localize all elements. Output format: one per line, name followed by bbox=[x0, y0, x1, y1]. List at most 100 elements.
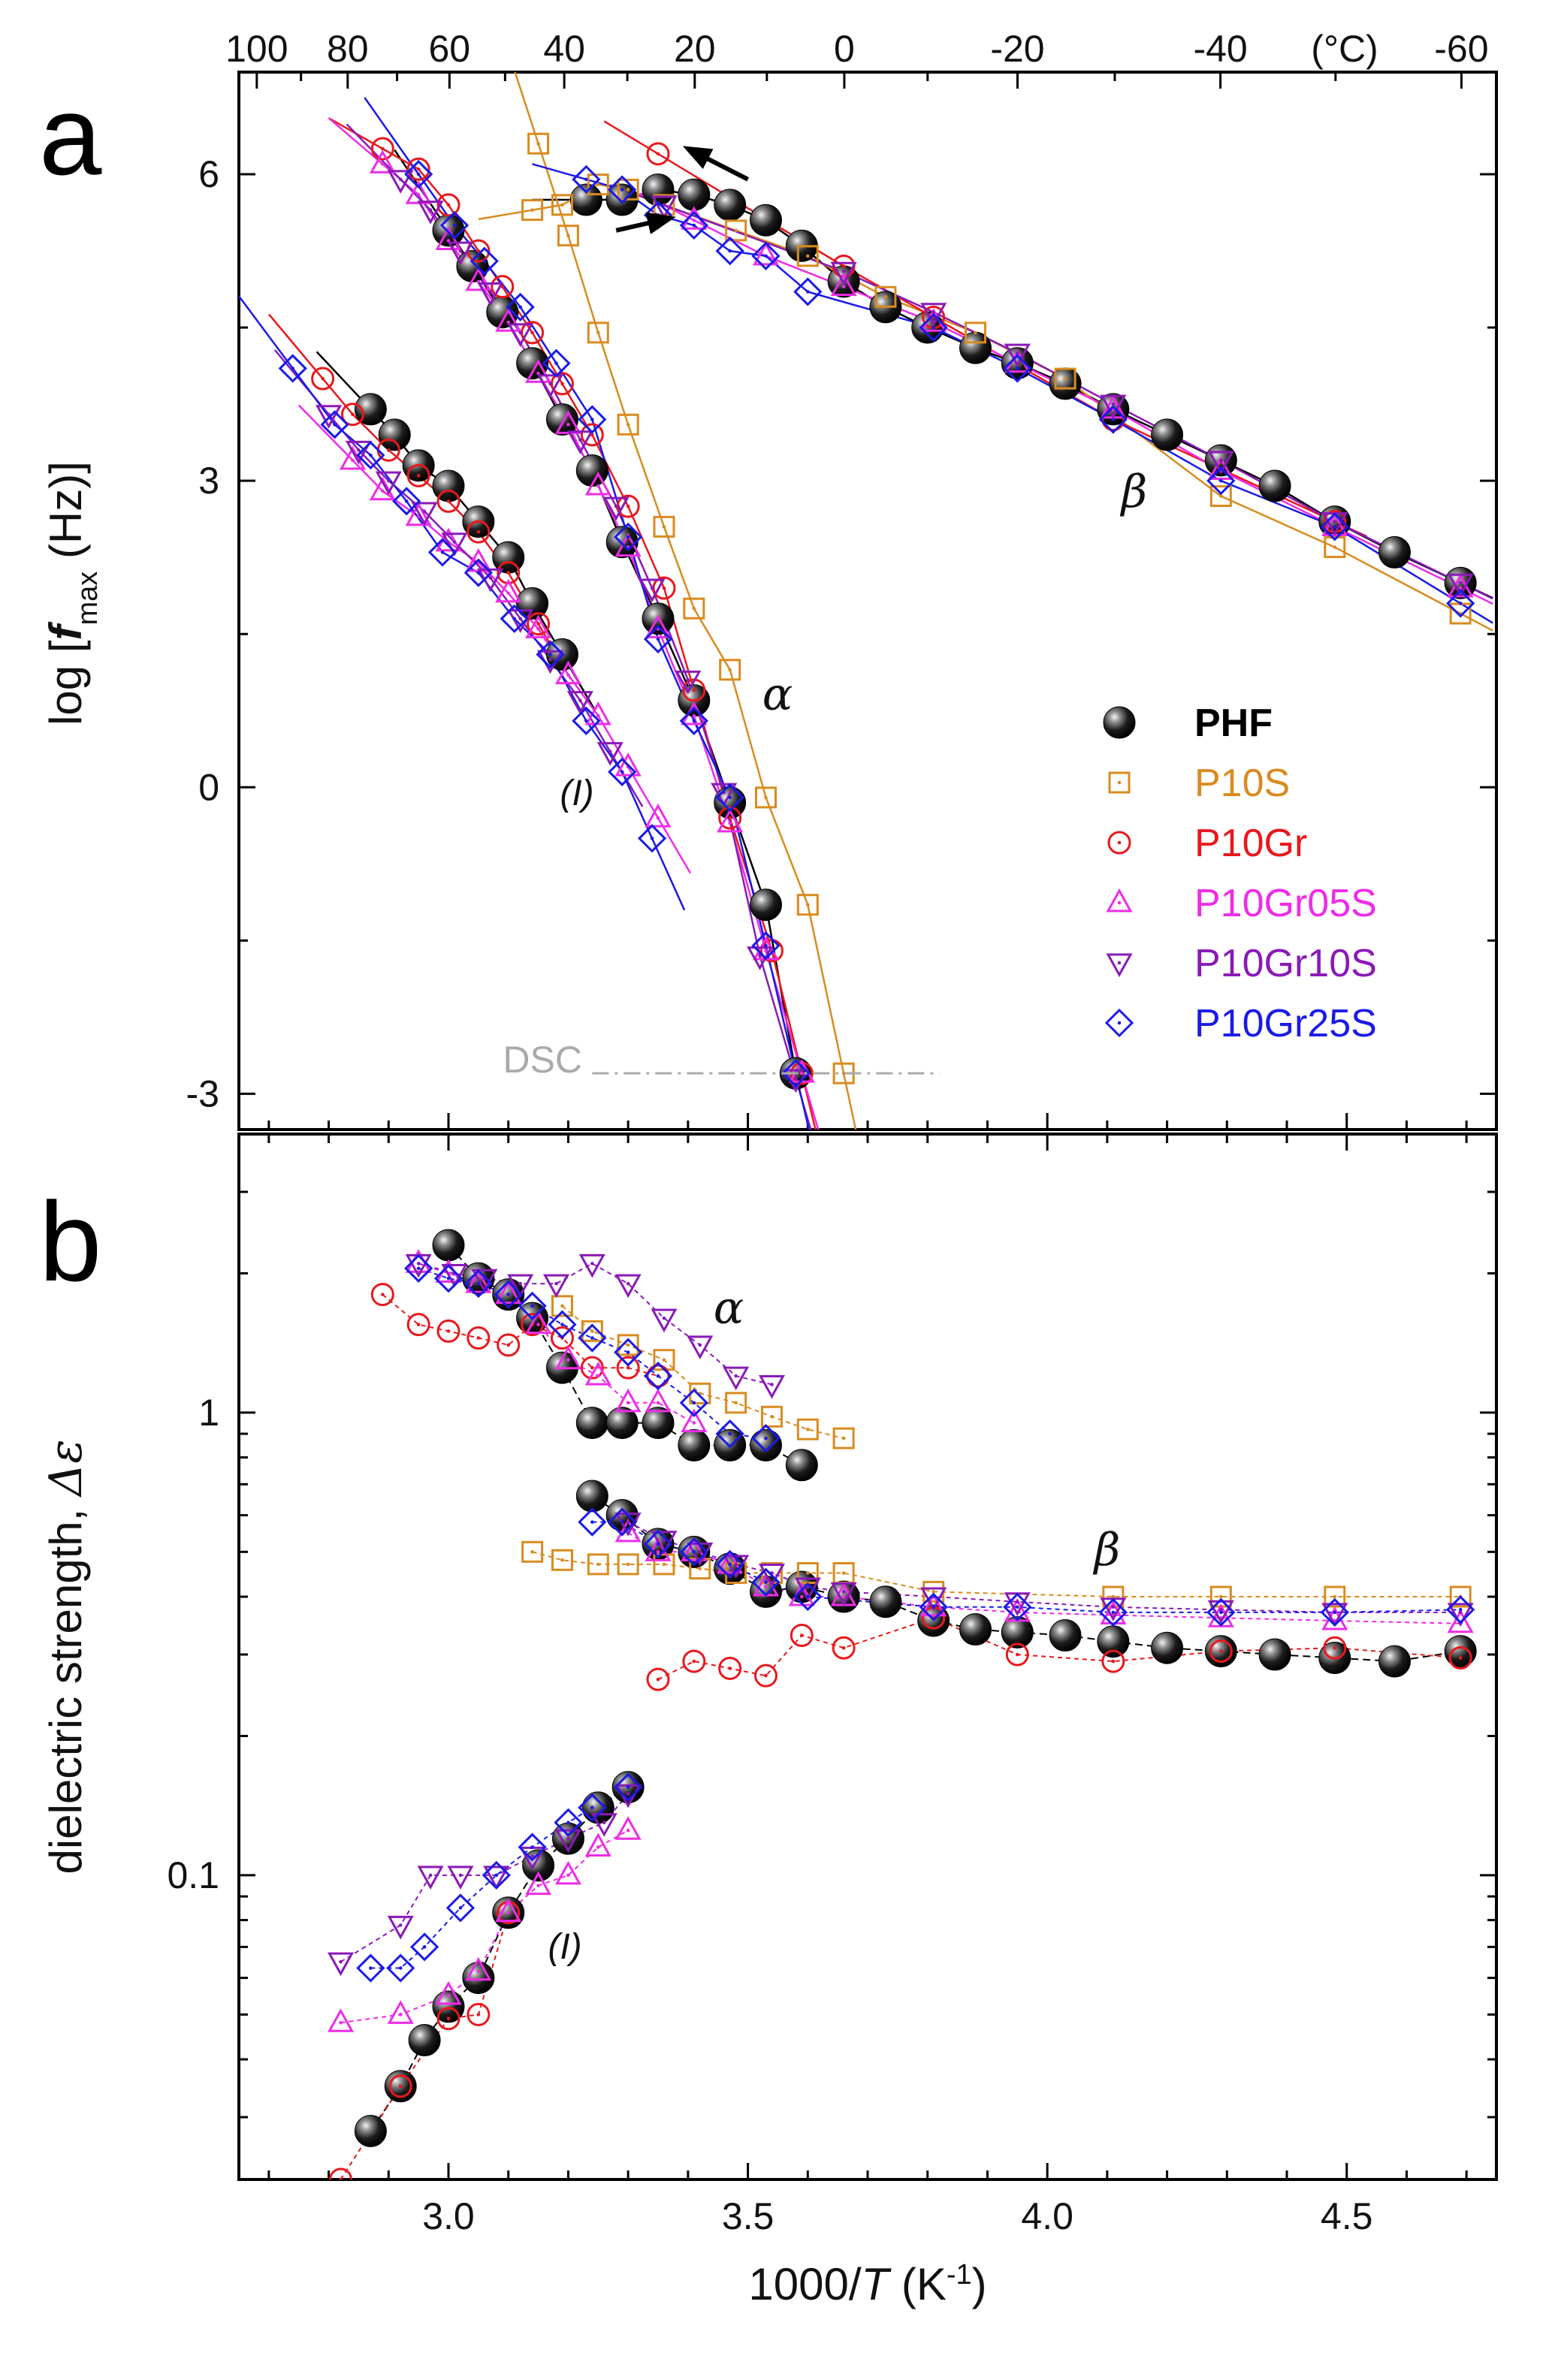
point-PHF bbox=[1049, 367, 1082, 400]
point-P10Gr25S bbox=[608, 757, 637, 786]
point-P10Gr25S bbox=[715, 236, 744, 266]
point-P10S bbox=[725, 1392, 747, 1414]
point-PHF bbox=[714, 189, 747, 222]
point-P10Gr05S bbox=[327, 2008, 355, 2032]
point-P10Gr bbox=[311, 367, 335, 391]
point-P10Gr05S bbox=[495, 578, 522, 603]
point-P10Gr bbox=[646, 142, 670, 166]
point-P10Gr bbox=[832, 1636, 856, 1660]
legend-label-P10Gr: P10Gr bbox=[1194, 822, 1307, 865]
x-tick-label: 3.5 bbox=[722, 2195, 775, 2237]
point-P10Gr25S bbox=[643, 624, 673, 654]
point-P10S bbox=[1054, 367, 1076, 390]
point-P10S bbox=[683, 597, 705, 620]
x-axis-label: 1000/T (K-1) bbox=[748, 2259, 986, 2309]
arrow-head-1 bbox=[645, 212, 676, 234]
point-PHF bbox=[575, 1480, 608, 1513]
top-tick-label: -60 bbox=[1434, 28, 1488, 70]
point-P10Gr05S bbox=[525, 614, 552, 638]
point-P10Gr05S bbox=[554, 1345, 581, 1370]
point-P10Gr10S bbox=[830, 261, 857, 286]
point-P10Gr05S bbox=[584, 1833, 611, 1857]
legend-label-P10Gr10S: P10Gr10S bbox=[1194, 942, 1377, 985]
point-PHF bbox=[605, 526, 639, 559]
fit-line-P10S bbox=[478, 183, 1493, 632]
point-P10Gr bbox=[718, 1656, 742, 1680]
point-P10Gr10S bbox=[687, 1335, 714, 1359]
point-P10Gr25S bbox=[404, 159, 433, 189]
point-P10Gr25S bbox=[614, 522, 643, 552]
point-P10Gr05S bbox=[681, 1408, 708, 1433]
point-P10Gr25S bbox=[679, 1537, 708, 1567]
point-P10Gr10S bbox=[1207, 451, 1234, 475]
top-tick-label: 0 bbox=[834, 28, 855, 70]
point-P10Gr10S bbox=[566, 430, 593, 454]
point-P10Gr bbox=[682, 1649, 706, 1673]
point-P10S bbox=[874, 285, 897, 308]
point-P10Gr10S bbox=[1004, 343, 1031, 368]
point-P10Gr05S bbox=[405, 180, 432, 204]
link-line-P10Gr10S bbox=[418, 1262, 772, 1386]
point-PHF bbox=[1258, 469, 1291, 502]
point-P10Gr25S bbox=[715, 1549, 744, 1579]
point-P10Gr05S bbox=[465, 1956, 492, 1981]
panel-letter-a: a bbox=[39, 72, 102, 198]
point-P10S bbox=[617, 413, 639, 436]
point-P10Gr25S bbox=[919, 1592, 948, 1621]
point-P10S bbox=[1209, 485, 1232, 508]
point-P10S bbox=[551, 1549, 573, 1571]
point-P10S bbox=[551, 1295, 573, 1317]
point-P10Gr25S bbox=[494, 1280, 523, 1309]
legend-marker-P10Gr10S bbox=[1106, 953, 1133, 978]
point-P10Gr bbox=[1448, 1645, 1472, 1670]
point-PHF bbox=[1258, 1638, 1291, 1671]
point-P10Gr05S bbox=[435, 1980, 462, 2005]
point-P10Gr10S bbox=[441, 532, 468, 557]
point-P10Gr25S bbox=[608, 175, 637, 204]
point-P10Gr bbox=[406, 463, 430, 487]
link-line-P10Gr10S bbox=[340, 1793, 629, 1963]
arrow-head-0 bbox=[682, 146, 714, 170]
point-PHF bbox=[354, 393, 387, 426]
point-P10Gr bbox=[406, 157, 430, 181]
point-P10Gr bbox=[616, 1356, 640, 1380]
top-tick-label: -20 bbox=[990, 28, 1044, 70]
point-P10S bbox=[587, 1553, 609, 1576]
x-tick-label: 4.0 bbox=[1021, 2195, 1073, 2237]
point-PHF bbox=[959, 331, 992, 364]
legend-marker-P10S bbox=[1108, 771, 1131, 794]
point-PHF bbox=[1378, 535, 1411, 569]
point-P10Gr25S bbox=[578, 1507, 607, 1537]
point-P10Gr25S bbox=[578, 405, 607, 434]
annotation-beta-a: β bbox=[1120, 466, 1148, 518]
point-PHF bbox=[492, 541, 525, 574]
point-P10Gr05S bbox=[554, 660, 581, 685]
point-P10Gr bbox=[1209, 1639, 1233, 1664]
legend-label-PHF: PHF bbox=[1194, 701, 1273, 745]
point-P10Gr10S bbox=[1100, 394, 1127, 419]
point-P10Gr10S bbox=[651, 195, 678, 219]
point-PHF bbox=[959, 1613, 992, 1646]
point-P10Gr25S bbox=[793, 277, 823, 306]
point-P10Gr25S bbox=[1098, 1597, 1128, 1627]
legend-marker-P10Gr bbox=[1107, 831, 1131, 855]
point-PHF bbox=[354, 2114, 387, 2147]
fit-line-P10Gr10S bbox=[346, 123, 812, 1130]
point-P10Gr10S bbox=[447, 241, 474, 266]
point-PHF bbox=[749, 204, 782, 237]
dsc-label: DSC bbox=[503, 1039, 582, 1081]
fit-line-P10Gr05S bbox=[297, 404, 692, 874]
point-P10Gr bbox=[370, 1283, 394, 1307]
point-PHF bbox=[605, 1407, 639, 1440]
point-P10Gr bbox=[370, 137, 394, 161]
annotation-beta-b: β bbox=[1093, 1524, 1121, 1576]
point-P10Gr25S bbox=[1003, 1592, 1032, 1621]
point-P10Gr25S bbox=[751, 1423, 781, 1453]
point-P10S bbox=[832, 1427, 855, 1449]
legend: PHF P10S P10Gr P10Gr05S P10Gr10S P10Gr25S bbox=[1103, 701, 1377, 1045]
point-P10Gr05S bbox=[554, 410, 581, 434]
point-P10S bbox=[521, 1540, 544, 1563]
legend-marker-P10Gr25S bbox=[1104, 1008, 1134, 1038]
point-P10Gr bbox=[467, 2002, 491, 2026]
